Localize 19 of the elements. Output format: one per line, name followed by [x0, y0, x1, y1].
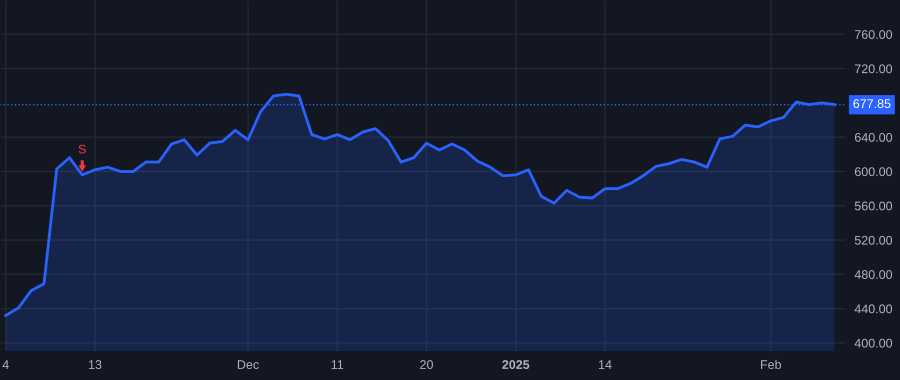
x-tick-label: 20	[420, 360, 433, 370]
x-tick-label: Dec	[238, 360, 259, 370]
x-tick-label: Feb	[761, 360, 782, 370]
x-tick-label: 2025	[502, 360, 530, 370]
y-tick-label: 400.00	[854, 338, 892, 348]
y-tick-label: 600.00	[854, 167, 892, 176]
x-tick-label: 14	[599, 360, 612, 369]
y-tick-label: 480.00	[854, 270, 892, 279]
ref-line-label: 677.85	[853, 99, 890, 108]
y-tick-label: 760.00	[854, 30, 892, 39]
y-tick-label: 560.00	[854, 202, 892, 210]
y-tick-label: 640.00	[854, 132, 892, 142]
y-tick-label: 720.00	[854, 64, 892, 74]
x-tick-label: 4	[2, 360, 9, 369]
annotation: S	[78, 144, 86, 154]
x-tick-label: 13	[88, 360, 102, 370]
y-tick-label: 440.00	[854, 304, 892, 314]
x-tick-label: 11	[332, 360, 344, 369]
y-tick-label: 520.00	[854, 236, 892, 245]
